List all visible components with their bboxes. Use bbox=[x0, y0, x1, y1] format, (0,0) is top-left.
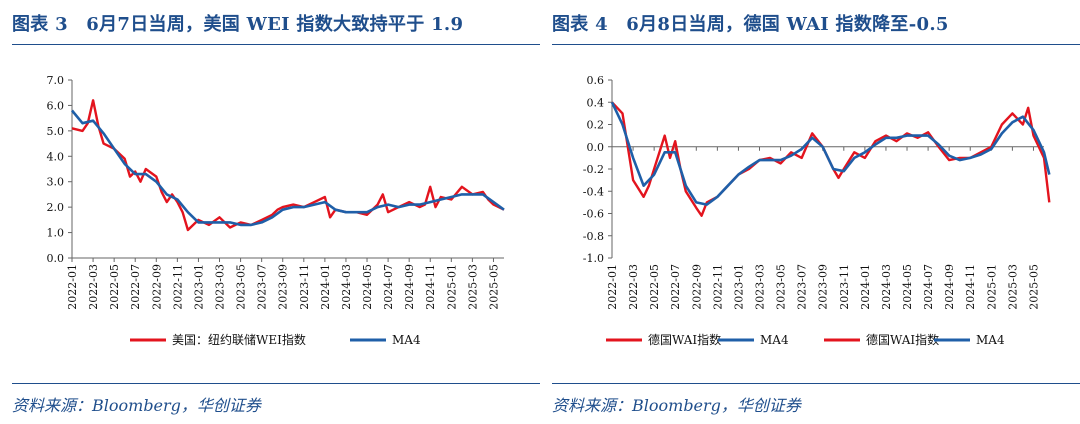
x-tick-label: 2023-11 bbox=[298, 264, 311, 310]
x-tick-label: 2022-01 bbox=[66, 264, 79, 310]
y-tick-label: 1.0 bbox=[47, 227, 65, 240]
x-tick-label: 2022-05 bbox=[108, 264, 121, 310]
chart-panel-de-wai: 图表 4 6月8日当周，德国 WAI 指数降至-0.5 0.6 0.4 0.2 0.0… bbox=[552, 0, 1080, 424]
x-tick-label: 2022-09 bbox=[690, 264, 703, 310]
x-tick-label: 2023-09 bbox=[817, 264, 830, 310]
x-tick-label: 2022-03 bbox=[87, 264, 100, 310]
y-tick-label: 0.0 bbox=[47, 252, 65, 265]
x-tick-label: 2022-11 bbox=[171, 264, 184, 310]
x-tick-label: 2024-07 bbox=[922, 264, 935, 310]
x-tick-label: 2024-03 bbox=[340, 264, 353, 310]
x-tick-label: 2025-03 bbox=[466, 264, 479, 310]
x-tick-label: 2023-05 bbox=[235, 264, 248, 310]
x-tick-label: 2022-11 bbox=[711, 264, 724, 310]
x-tick-label: 2024-05 bbox=[901, 264, 914, 310]
source-rule bbox=[552, 383, 1080, 384]
y-tick-label: 0.4 bbox=[587, 96, 605, 109]
title-rule bbox=[552, 44, 1080, 45]
x-tick-label: 2024-05 bbox=[361, 264, 374, 310]
title-rule bbox=[12, 44, 540, 45]
source-rule bbox=[12, 383, 540, 384]
x-tick-label: 2023-07 bbox=[256, 264, 269, 310]
x-tick-label: 2024-09 bbox=[943, 264, 956, 310]
legend-label: 德国WAI指数 bbox=[648, 332, 721, 347]
x-tick-label: 2024-07 bbox=[382, 264, 395, 310]
x-tick-label: 2025-03 bbox=[1006, 264, 1019, 310]
x-tick-label: 2025-05 bbox=[1027, 264, 1040, 310]
y-tick-label: -0.6 bbox=[583, 208, 604, 221]
x-tick-label: 2022-07 bbox=[669, 264, 682, 310]
y-tick-label: 5.0 bbox=[47, 125, 65, 138]
legend-label: MA4 bbox=[392, 333, 421, 347]
y-tick-label: 2.0 bbox=[47, 201, 65, 214]
x-tick-label: 2024-11 bbox=[424, 264, 437, 310]
legend-label: 德国WAI指数 bbox=[866, 332, 939, 347]
series-line-index bbox=[611, 101, 1051, 217]
y-tick-label: -0.2 bbox=[583, 163, 604, 176]
x-tick-label: 2022-03 bbox=[627, 264, 640, 310]
x-tick-label: 2023-07 bbox=[796, 264, 809, 310]
series-line-ma4 bbox=[610, 101, 1051, 206]
x-tick-label: 2023-09 bbox=[277, 264, 290, 310]
y-tick-label: -0.8 bbox=[583, 230, 604, 243]
y-tick-label: 0.2 bbox=[587, 119, 605, 132]
y-tick-label: 7.0 bbox=[47, 74, 65, 87]
x-tick-label: 2025-05 bbox=[487, 264, 500, 310]
x-tick-label: 2024-03 bbox=[880, 264, 893, 310]
x-tick-label: 2023-03 bbox=[754, 264, 767, 310]
y-tick-label: 3.0 bbox=[47, 176, 65, 189]
x-tick-label: 2024-01 bbox=[319, 264, 332, 310]
y-tick-label: -0.4 bbox=[583, 185, 604, 198]
x-tick-label: 2023-01 bbox=[732, 264, 745, 310]
x-tick-label: 2022-05 bbox=[648, 264, 661, 310]
y-tick-label: 0.6 bbox=[587, 74, 605, 87]
x-tick-label: 2024-11 bbox=[964, 264, 977, 310]
x-tick-label: 2023-11 bbox=[838, 264, 851, 310]
source-note: 资料来源：Bloomberg，华创证券 bbox=[12, 396, 261, 415]
x-tick-label: 2024-09 bbox=[403, 264, 416, 310]
x-tick-label: 2023-05 bbox=[775, 264, 788, 310]
y-tick-label: 6.0 bbox=[47, 99, 65, 112]
chart-panel-us-wei: 图表 3 6月7日当周，美国 WEI 指数大致持平于 1.9 7.0 6.0 5.0… bbox=[12, 0, 540, 424]
x-tick-label: 2023-03 bbox=[214, 264, 227, 310]
legend-label: 美国：纽约联储WEI指数 bbox=[172, 332, 306, 347]
x-tick-label: 2023-01 bbox=[192, 264, 205, 310]
y-tick-label: -1.0 bbox=[583, 252, 604, 265]
legend-label: MA4 bbox=[760, 333, 789, 347]
x-tick-label: 2022-01 bbox=[606, 264, 619, 310]
x-tick-label: 2024-01 bbox=[859, 264, 872, 310]
x-tick-label: 2025-01 bbox=[985, 264, 998, 310]
y-tick-label: 0.0 bbox=[587, 141, 605, 154]
figure-title: 图表 3 6月7日当周，美国 WEI 指数大致持平于 1.9 bbox=[12, 14, 464, 35]
x-tick-label: 2022-07 bbox=[129, 264, 142, 310]
x-tick-label: 2022-09 bbox=[150, 264, 163, 310]
series-line-index bbox=[71, 99, 505, 232]
x-tick-label: 2025-01 bbox=[445, 264, 458, 310]
y-tick-label: 4.0 bbox=[47, 150, 65, 163]
series-line-ma4 bbox=[70, 109, 505, 227]
legend-label: MA4 bbox=[976, 333, 1005, 347]
source-note: 资料来源：Bloomberg，华创证券 bbox=[552, 396, 801, 415]
figure-title: 图表 4 6月8日当周，德国 WAI 指数降至-0.5 bbox=[552, 14, 949, 35]
